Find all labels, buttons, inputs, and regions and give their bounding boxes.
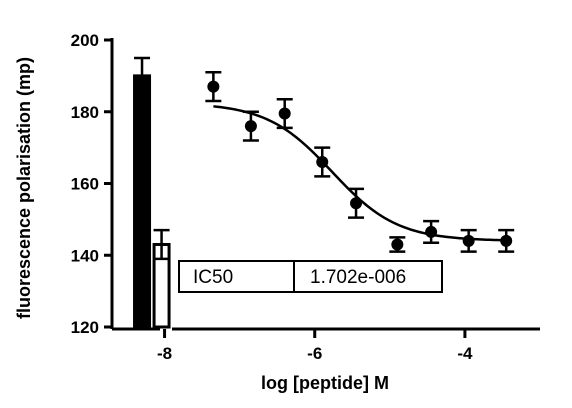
data-points xyxy=(207,80,513,251)
y-tick-label-200: 200 xyxy=(71,31,99,50)
x-tick-label-0: -8 xyxy=(157,344,172,363)
data-point-6 xyxy=(391,238,404,251)
y-tick-label-120: 120 xyxy=(71,318,99,337)
y-axis-title: fluorescence polarisation (mp) xyxy=(14,57,34,319)
control-bars xyxy=(133,74,171,329)
table-label: IC50 xyxy=(193,267,233,288)
x-ticks: -8 -6 -4 xyxy=(157,329,473,363)
data-point-2 xyxy=(244,120,257,133)
y-tick-label-180: 180 xyxy=(71,103,99,122)
control-bar-1 xyxy=(133,74,152,329)
data-point-1 xyxy=(207,80,220,93)
data-point-3 xyxy=(278,107,291,120)
x-axis-title: log [peptide] M xyxy=(261,373,389,393)
x-tick-label-1: -6 xyxy=(307,344,322,363)
y-tick-label-140: 140 xyxy=(71,246,99,265)
y-ticks: 120 140 160 180 200 xyxy=(71,31,112,337)
fit-curve xyxy=(213,105,507,242)
data-point-8 xyxy=(462,234,475,247)
data-point-7 xyxy=(425,225,438,238)
y-tick-label-160: 160 xyxy=(71,175,99,194)
data-point-5 xyxy=(350,197,363,210)
x-tick-label-2: -4 xyxy=(457,344,473,363)
data-point-9 xyxy=(500,234,513,247)
data-point-4 xyxy=(316,155,329,168)
table-value: 1.702e-006 xyxy=(310,267,406,288)
table-frame xyxy=(178,260,443,293)
results-table: IC50 1.702e-006 xyxy=(178,260,443,293)
